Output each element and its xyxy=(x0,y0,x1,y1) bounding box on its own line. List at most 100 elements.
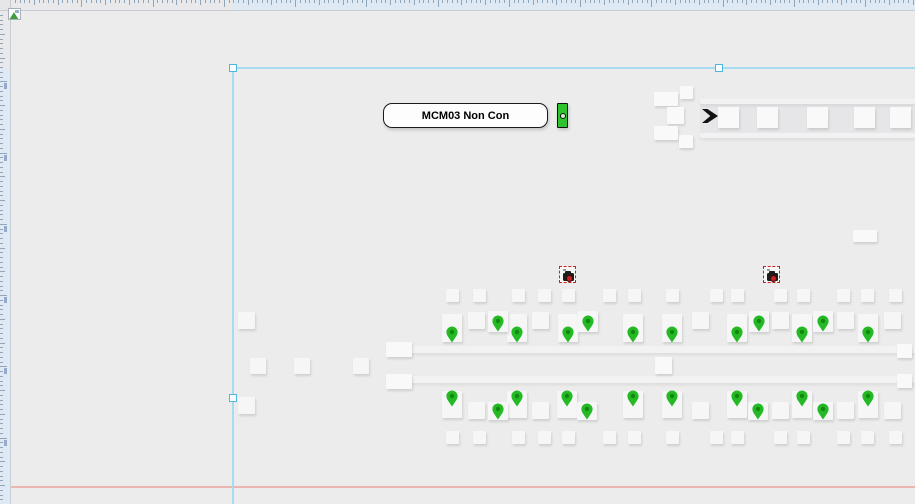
green-pin-marker[interactable] xyxy=(816,403,830,420)
green-pin-marker[interactable] xyxy=(510,326,524,343)
ruler-tick xyxy=(732,0,733,3)
green-pin-marker[interactable] xyxy=(861,390,875,407)
ruler-tick xyxy=(0,295,7,296)
ruler-tick xyxy=(119,0,120,3)
conveyor-slot xyxy=(890,107,911,128)
ruler-number-mark xyxy=(4,368,7,374)
camera-marker[interactable] xyxy=(559,266,576,283)
ruler-tick xyxy=(0,243,3,244)
selection-handle[interactable] xyxy=(229,394,237,402)
ruler-tick xyxy=(0,362,3,363)
green-pin-marker[interactable] xyxy=(510,390,524,407)
camera-knob xyxy=(563,269,566,271)
ruler-tick xyxy=(642,0,643,3)
green-pin-marker[interactable] xyxy=(581,315,595,332)
ruler-tick xyxy=(870,0,871,3)
road-cap xyxy=(655,357,672,374)
ruler-tick xyxy=(0,286,3,287)
ghost-square-small xyxy=(538,431,551,444)
ghost-square-small xyxy=(473,431,486,444)
ruler-number-mark xyxy=(4,440,7,446)
ruler-tick xyxy=(580,0,581,7)
ruler-tick xyxy=(0,62,3,63)
ruler-tick xyxy=(409,0,410,3)
green-pin-marker[interactable] xyxy=(626,326,640,343)
ghost-square-small xyxy=(512,431,525,444)
ghost-square-small xyxy=(710,289,723,302)
green-pin-marker[interactable] xyxy=(795,326,809,343)
ruler-tick xyxy=(685,0,686,3)
ruler-tick xyxy=(200,0,201,5)
ruler-tick xyxy=(0,105,5,106)
valve-indicator[interactable] xyxy=(557,103,568,128)
ghost-square-small xyxy=(666,431,679,444)
ruler-tick xyxy=(385,0,386,3)
green-pin-marker[interactable] xyxy=(445,326,459,343)
ruler-tick xyxy=(300,0,301,3)
green-pin-marker[interactable] xyxy=(626,390,640,407)
ruler-tick xyxy=(689,0,690,3)
ruler-tick xyxy=(618,0,619,3)
ruler-tick xyxy=(0,343,5,344)
ruler-number-mark xyxy=(4,226,7,232)
green-pin-marker[interactable] xyxy=(561,326,575,343)
ruler-tick xyxy=(58,0,59,5)
green-pin-marker[interactable] xyxy=(861,326,875,343)
green-pin-marker[interactable] xyxy=(560,390,574,407)
ruler-tick xyxy=(528,0,529,3)
green-pin-marker[interactable] xyxy=(730,390,744,407)
green-pin-marker[interactable] xyxy=(491,403,505,420)
ruler-tick xyxy=(286,0,287,3)
ruler-tick xyxy=(476,0,477,3)
ruler-tick xyxy=(0,461,5,462)
ghost-square-small xyxy=(731,431,744,444)
green-pin-marker[interactable] xyxy=(730,326,744,343)
green-pin-marker[interactable] xyxy=(795,390,809,407)
ruler-tick xyxy=(552,0,553,3)
selection-handle[interactable] xyxy=(715,64,723,72)
ruler-tick xyxy=(447,0,448,3)
ruler-tick xyxy=(651,0,652,7)
ruler-number-mark xyxy=(4,83,7,89)
ruler-tick xyxy=(737,0,738,3)
device-button-mcm03[interactable]: MCM03 Non Con xyxy=(383,103,548,128)
ghost-square-small xyxy=(889,431,902,444)
conveyor-rail xyxy=(700,99,915,104)
ruler-tick xyxy=(818,0,819,5)
green-pin-marker[interactable] xyxy=(752,315,766,332)
camera-knob xyxy=(767,269,770,271)
ruler-tick xyxy=(547,0,548,3)
green-pin-marker[interactable] xyxy=(580,403,594,420)
ruler-tick xyxy=(0,457,3,458)
ruler-tick xyxy=(0,485,5,486)
green-pin-marker[interactable] xyxy=(816,315,830,332)
road-track xyxy=(388,346,915,353)
ghost-square-small xyxy=(250,358,266,374)
ruler-tick xyxy=(0,81,7,82)
ruler-tick xyxy=(0,262,3,263)
green-pin-marker[interactable] xyxy=(445,390,459,407)
ruler-tick xyxy=(0,110,3,111)
ruler-tick xyxy=(86,0,87,3)
green-pin-marker[interactable] xyxy=(665,390,679,407)
station-square xyxy=(884,312,901,329)
ruler-tick xyxy=(566,0,567,3)
selection-handle[interactable] xyxy=(229,64,237,72)
ghost-square-small xyxy=(666,289,679,302)
ruler-tick xyxy=(62,0,63,3)
green-pin-marker[interactable] xyxy=(665,326,679,343)
camera-marker[interactable] xyxy=(763,266,780,283)
ruler-tick xyxy=(0,409,3,410)
green-pin-marker[interactable] xyxy=(751,403,765,420)
ruler-tick xyxy=(718,0,719,3)
ruler-tick xyxy=(229,0,230,3)
ruler-tick xyxy=(0,490,3,491)
ruler-tick xyxy=(0,252,3,253)
ruler-tick xyxy=(675,0,676,5)
ruler-tick xyxy=(0,442,3,443)
green-pin-marker[interactable] xyxy=(491,315,505,332)
ruler-tick xyxy=(0,471,3,472)
ruler-tick xyxy=(0,214,3,215)
ruler-tick xyxy=(357,0,358,3)
